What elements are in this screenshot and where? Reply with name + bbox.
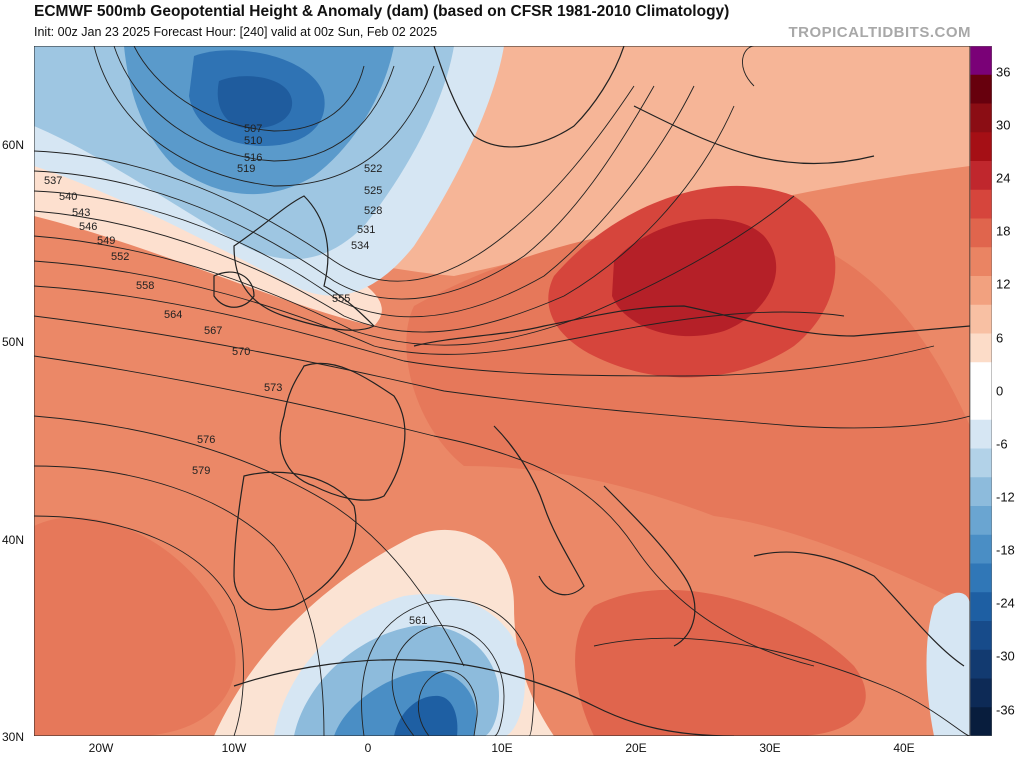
chart-subtitle: Init: 00z Jan 23 2025 Forecast Hour: [24… xyxy=(34,25,438,39)
colorbar xyxy=(970,46,992,736)
colorbar-swatch xyxy=(970,74,992,104)
contour-label: 531 xyxy=(357,224,375,236)
colorbar-swatch xyxy=(970,506,992,536)
colorbar-label: 6 xyxy=(996,330,1004,346)
contour-label: 528 xyxy=(364,205,382,217)
contour-label: 522 xyxy=(364,163,382,175)
colorbar-swatch xyxy=(970,448,992,478)
contour-label: 540 xyxy=(59,191,77,203)
anomaly-positive-africa xyxy=(575,589,866,736)
colorbar-label: -24 xyxy=(996,595,1015,611)
contour-label: 519 xyxy=(237,163,255,175)
anomaly-positive-east xyxy=(406,224,970,606)
contour-label: 537 xyxy=(44,175,62,187)
colorbar-swatch xyxy=(970,103,992,133)
colorbar-label: -30 xyxy=(996,648,1015,664)
lat-label-50n: 50N xyxy=(2,335,25,349)
lon-label-30e: 30E xyxy=(759,741,781,755)
colorbar-swatch xyxy=(970,592,992,622)
contour-label: 564 xyxy=(164,309,182,321)
colorbar-swatch xyxy=(970,46,992,76)
colorbar-label: -12 xyxy=(996,489,1015,505)
contour-label: 546 xyxy=(79,221,97,233)
contour-label: 558 xyxy=(136,280,154,292)
contour-label: 567 xyxy=(204,325,222,337)
lon-label-10w: 10W xyxy=(221,741,247,755)
contour-label: 549 xyxy=(97,235,115,247)
colorbar-swatch xyxy=(970,391,992,421)
contour-label: 516 xyxy=(244,152,262,164)
colorbar-swatch xyxy=(970,419,992,449)
colorbar-label: 12 xyxy=(996,276,1011,292)
contour-label: 573 xyxy=(264,382,282,394)
height-contours xyxy=(34,46,970,736)
anomaly-negative-east xyxy=(926,592,970,736)
colorbar-swatch xyxy=(970,161,992,191)
lat-label-30n: 30N xyxy=(2,730,25,744)
colorbar-label: 36 xyxy=(996,64,1011,80)
colorbar-swatch xyxy=(970,304,992,334)
lon-label-40e: 40E xyxy=(893,741,915,755)
anomaly-negative-atlantic-center xyxy=(217,76,293,129)
contour-label: 534 xyxy=(351,240,369,252)
colorbar-swatch xyxy=(970,247,992,277)
lon-label-10e: 10E xyxy=(491,741,513,755)
lat-label-60n: 60N xyxy=(2,138,25,152)
contour-label: 576 xyxy=(197,434,215,446)
colorbar-label: 30 xyxy=(996,117,1011,133)
contour-label: 561 xyxy=(409,615,427,627)
colorbar-swatch xyxy=(970,189,992,219)
contour-label: 507 xyxy=(244,123,262,135)
contour-label-layer: 507 510 516 519 522 525 528 531 534 537 … xyxy=(44,123,427,627)
colorbar-label: -6 xyxy=(996,436,1008,452)
colorbar-label: -36 xyxy=(996,702,1015,718)
anomaly-positive-west xyxy=(34,517,236,736)
colorbar-swatch xyxy=(970,707,992,736)
contour-label: 552 xyxy=(111,251,129,263)
colorbar-swatch xyxy=(970,534,992,564)
contour-label: 543 xyxy=(72,207,90,219)
chart-title: ECMWF 500mb Geopotential Height & Anomal… xyxy=(34,3,730,20)
colorbar-swatch xyxy=(970,477,992,507)
colorbar-label: 18 xyxy=(996,223,1011,239)
colorbar-swatch xyxy=(970,621,992,651)
colorbar-swatch xyxy=(970,276,992,306)
contour-label: 555 xyxy=(332,293,350,305)
colorbar-label: -18 xyxy=(996,542,1015,558)
lon-label-0: 0 xyxy=(364,741,372,755)
contour-label: 579 xyxy=(192,465,210,477)
contour-label: 525 xyxy=(364,185,382,197)
colorbar-swatch xyxy=(970,333,992,363)
lon-label-20e: 20E xyxy=(625,741,647,755)
colorbar-label: 0 xyxy=(996,383,1004,399)
anomaly-map[interactable]: 507 510 516 519 522 525 528 531 534 537 … xyxy=(34,46,970,736)
coastlines xyxy=(213,46,970,736)
lat-label-40n: 40N xyxy=(2,533,25,547)
colorbar-swatch xyxy=(970,563,992,593)
colorbar-swatch xyxy=(970,678,992,708)
colorbar-swatch xyxy=(970,649,992,679)
contour-label: 510 xyxy=(244,135,262,147)
colorbar-swatch xyxy=(970,132,992,162)
contour-label: 570 xyxy=(232,346,250,358)
colorbar-label: 24 xyxy=(996,170,1011,186)
site-watermark: TROPICALTIDBITS.COM xyxy=(788,24,971,41)
colorbar-swatch xyxy=(970,218,992,248)
lon-label-20w: 20W xyxy=(88,741,114,755)
anomaly-negative-cutoff-core xyxy=(394,695,458,736)
colorbar-swatch xyxy=(970,362,992,392)
